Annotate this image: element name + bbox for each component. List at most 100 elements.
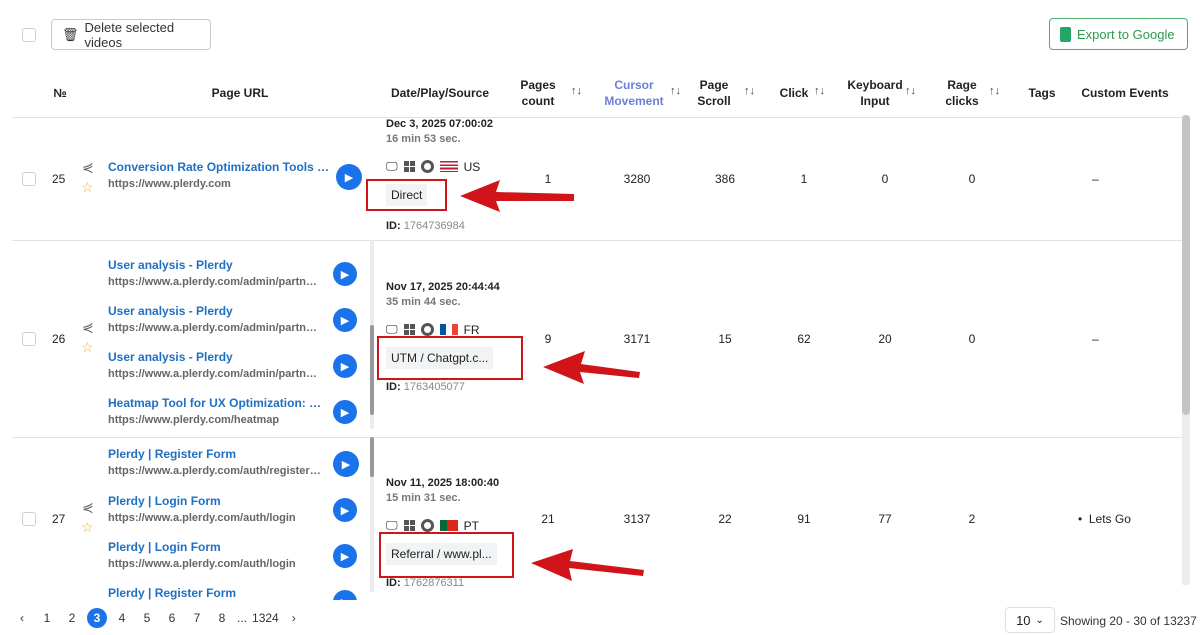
col-scroll[interactable]: Page Scroll — [697, 78, 731, 108]
col-keyboard[interactable]: Keyboard Input — [847, 78, 903, 108]
star-icon[interactable]: ☆ — [81, 518, 94, 535]
page-6[interactable]: 6 — [168, 611, 176, 625]
windows-icon — [403, 161, 415, 172]
page-last[interactable]: 1324 — [252, 611, 279, 625]
play-button[interactable]: ▶ — [336, 164, 362, 190]
col-click[interactable]: Click — [779, 86, 809, 100]
keyboard-value: 77 — [878, 511, 892, 526]
flag-icon — [439, 324, 458, 335]
row-number: 26 — [52, 331, 66, 346]
scroll-value: 15 — [718, 331, 732, 346]
traffic-source[interactable]: Direct — [386, 184, 428, 206]
session-info: Nov 11, 2025 18:00:40 15 min 31 sec. 🖵 P… — [386, 477, 526, 589]
session-date: Dec 3, 2025 07:00:02 — [386, 118, 494, 130]
row-number: 27 — [52, 511, 66, 526]
table-scrollbar-track[interactable] — [1182, 115, 1190, 585]
play-icon: ▶ — [341, 458, 351, 471]
share-icon[interactable]: ⋞ — [82, 158, 94, 175]
delete-label: Delete selected videos — [84, 19, 175, 50]
page-1[interactable]: 1 — [43, 611, 51, 625]
page-2[interactable]: 2 — [68, 611, 76, 625]
traffic-source[interactable]: UTM / Chatgpt.c... — [386, 347, 494, 369]
session-duration: 16 min 53 sec. — [386, 133, 461, 145]
traffic-source[interactable]: Referral / www.pl... — [386, 543, 497, 565]
custom-events: • Lets Go — [1078, 511, 1131, 526]
country-code: PT — [463, 518, 479, 533]
play-icon: ▶ — [340, 550, 350, 563]
table-row: 26 ⋞ ☆ User analysis - Plerdy https://www.… — [0, 240, 1180, 437]
play-icon: ▶ — [340, 268, 350, 281]
session-info: Nov 17, 2025 20:44:44 35 min 44 sec. 🖵 F… — [386, 281, 526, 393]
play-button[interactable]: ▶ — [333, 590, 357, 600]
next-page-icon[interactable]: › — [291, 611, 296, 625]
flag-icon — [439, 161, 458, 172]
per-page-value: 10 — [1016, 612, 1031, 628]
desktop-icon: 🖵 — [386, 159, 398, 173]
sort-arrows-icon[interactable]: ↑↓ — [670, 85, 681, 97]
col-cursor[interactable]: Cursor Movement — [604, 78, 664, 108]
session-date: Nov 11, 2025 18:00:40 — [386, 477, 500, 489]
col-rage[interactable]: Rage clicks — [945, 78, 979, 108]
col-custom: Custom Events — [1081, 86, 1169, 100]
col-date: Date/Play/Source — [390, 86, 490, 100]
pages-count-value: 1 — [544, 171, 552, 186]
play-button[interactable]: ▶ — [333, 400, 357, 424]
row-checkbox[interactable] — [22, 331, 36, 346]
page-7[interactable]: 7 — [193, 611, 201, 625]
export-google-button[interactable]: Export to Google — [1049, 18, 1188, 50]
sort-arrows-icon[interactable]: ↑↓ — [989, 85, 1000, 97]
pages-scrollbar[interactable] — [370, 240, 374, 429]
delete-selected-button[interactable]: 🗑 Delete selected videos — [51, 19, 211, 50]
session-id: ID: 1762876311 — [386, 577, 465, 589]
session-info: Dec 3, 2025 07:00:02 16 min 53 sec. 🖵 US… — [386, 118, 526, 232]
table-scrollbar-thumb[interactable] — [1182, 115, 1190, 415]
star-icon[interactable]: ☆ — [81, 338, 94, 355]
sort-arrows-icon[interactable]: ↑↓ — [744, 85, 755, 97]
star-icon[interactable]: ☆ — [81, 178, 94, 195]
row-checkbox[interactable] — [22, 171, 36, 186]
showing-count: Showing 20 - 30 of 13237 — [1060, 614, 1197, 628]
pagination-ellipsis: ... — [237, 611, 248, 625]
play-button[interactable]: ▶ — [333, 262, 357, 286]
prev-page-icon[interactable]: ‹ — [20, 611, 24, 625]
keyboard-value: 0 — [881, 171, 889, 186]
play-button[interactable]: ▶ — [333, 544, 357, 568]
cursor-value: 3171 — [623, 331, 651, 346]
pages-count-value: 9 — [544, 331, 552, 346]
cursor-value: 3280 — [623, 171, 651, 186]
chevron-down-icon: ⌄ — [1035, 614, 1044, 626]
country-code: US — [463, 159, 481, 174]
page-3[interactable]: 3 — [87, 608, 107, 628]
page-5[interactable]: 5 — [143, 611, 151, 625]
play-icon: ▶ — [340, 406, 350, 419]
row-checkbox[interactable] — [22, 511, 36, 526]
share-icon[interactable]: ⋞ — [82, 498, 94, 515]
per-page-select[interactable]: 10 ⌄ — [1005, 607, 1055, 633]
play-button[interactable]: ▶ — [333, 498, 357, 522]
play-button[interactable]: ▶ — [333, 451, 359, 477]
export-label: Export to Google — [1077, 26, 1175, 42]
sort-arrows-icon[interactable]: ↑↓ — [814, 85, 825, 97]
sort-arrows-icon[interactable]: ↑↓ — [571, 85, 582, 97]
scroll-value: 22 — [718, 511, 732, 526]
annotation-arrow — [543, 351, 640, 384]
play-button[interactable]: ▶ — [333, 354, 357, 378]
page-8[interactable]: 8 — [218, 611, 226, 625]
page-4[interactable]: 4 — [118, 611, 126, 625]
share-icon[interactable]: ⋞ — [82, 318, 94, 335]
session-duration: 15 min 31 sec. — [386, 492, 461, 504]
windows-icon — [403, 520, 415, 531]
keyboard-value: 20 — [878, 331, 892, 346]
trash-icon: 🗑 — [62, 26, 79, 42]
session-date: Nov 17, 2025 20:44:44 — [386, 281, 500, 293]
play-button[interactable]: ▶ — [333, 308, 357, 332]
cursor-value: 3137 — [623, 511, 651, 526]
pages-scrollbar[interactable] — [370, 437, 374, 592]
play-icon: ▶ — [341, 596, 349, 601]
col-pages-count[interactable]: Pages count — [520, 78, 556, 108]
scroll-value: 386 — [714, 171, 736, 186]
chrome-icon — [420, 160, 434, 173]
sort-arrows-icon[interactable]: ↑↓ — [905, 85, 916, 97]
select-all-checkbox[interactable] — [22, 28, 36, 42]
